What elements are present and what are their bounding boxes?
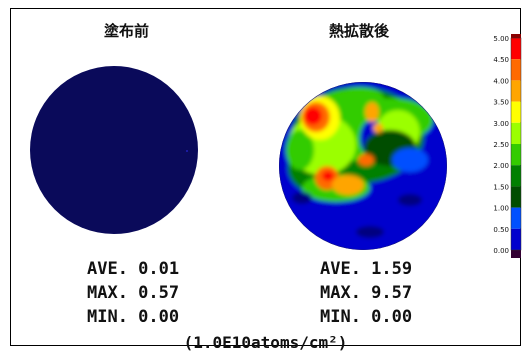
- colorbar-segment: [511, 122, 521, 144]
- heat-blob: [392, 148, 428, 172]
- colorbar-tick-label: 4.00: [493, 77, 509, 85]
- colorbar-tick-label: 2.00: [493, 162, 509, 170]
- panel-title-before: 塗布前: [104, 22, 150, 40]
- colorbar-segment: [511, 80, 521, 102]
- colorbar-tick-label: 1.50: [493, 183, 509, 191]
- min-after: MIN. 0.00: [320, 307, 413, 327]
- colorbar-tick-label: 2.50: [493, 141, 509, 149]
- colorbar-segment: [511, 165, 521, 187]
- unit-caption: (1.0E10atoms/cm²): [183, 333, 348, 352]
- heat-blob: [398, 194, 422, 206]
- stats-after: AVE. 1.59 MAX. 9.57 MIN. 0.00: [320, 257, 412, 329]
- max-before: MAX. 0.57: [87, 283, 180, 303]
- heat-blob: [356, 226, 384, 238]
- colorbar-segment: [511, 186, 521, 208]
- min-before: MIN. 0.00: [87, 307, 180, 327]
- ave-before: AVE. 0.01: [87, 259, 180, 279]
- heat-blob: [373, 123, 383, 133]
- colorbar-outline: [510, 37, 522, 251]
- max-after: MAX. 9.57: [320, 283, 413, 303]
- wafer-before-spot: [186, 150, 188, 152]
- colorbar-tick-label: 3.00: [493, 120, 509, 128]
- colorbar-segment: [511, 144, 521, 166]
- panel-title-after: 熱拡散後: [329, 22, 390, 40]
- colorbar-tick-label: 0.50: [493, 226, 509, 234]
- heat-blob: [358, 154, 374, 166]
- heat-blob: [286, 130, 314, 170]
- heat-blob: [292, 192, 312, 204]
- colorbar-tick-label: 0.00: [493, 247, 509, 255]
- colorbar-tick-label: 4.50: [493, 56, 509, 64]
- colorbar-segment: [511, 59, 521, 81]
- colorbar-tick-label: 3.50: [493, 99, 509, 107]
- heat-blob: [365, 102, 379, 122]
- ave-after: AVE. 1.59: [320, 259, 413, 279]
- stats-before: AVE. 0.01 MAX. 0.57 MIN. 0.00: [87, 257, 179, 329]
- colorbar-segment: [511, 228, 521, 250]
- colorbar-over: [511, 34, 521, 38]
- colorbar-under: [511, 250, 521, 258]
- colorbar-tick-label: 1.00: [493, 205, 509, 213]
- colorbar-segment: [511, 101, 521, 123]
- colorbar-tick-label: 5.00: [493, 35, 509, 43]
- colorbar-segment: [511, 38, 521, 60]
- colorbar-segment: [511, 207, 521, 229]
- heat-blob: [322, 171, 334, 181]
- wafer-before: [30, 66, 198, 234]
- heat-blob: [304, 107, 322, 125]
- heat-blob: [332, 175, 364, 195]
